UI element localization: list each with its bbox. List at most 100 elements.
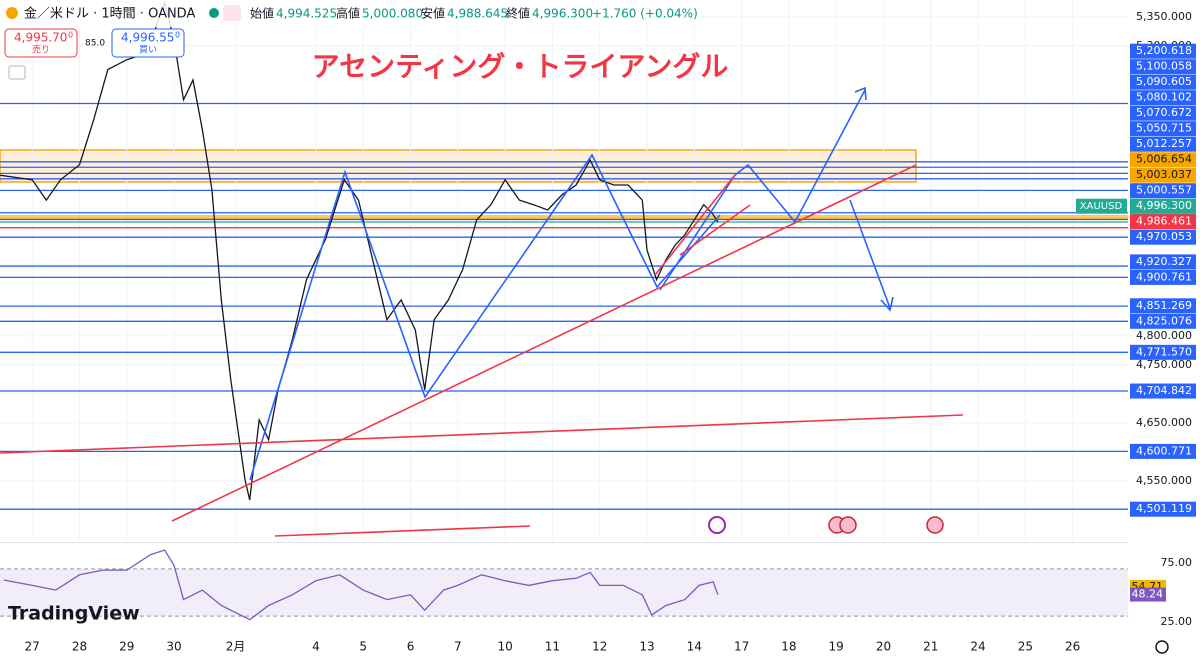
low-label: 安値 [421,6,445,21]
y-tick-label: 4,750.000 [1136,358,1192,371]
event-icon [839,516,857,534]
x-tick-label: 30 [166,640,181,654]
logo: TradingView [8,603,140,625]
open-label: 始値 [250,6,274,21]
panel-separator [0,542,1200,543]
x-tick-label: 25 [1018,640,1033,654]
pattern-drawings [0,86,964,537]
x-tick-label: 2月 [226,640,246,654]
price-label: 4,501.119 [1136,502,1192,515]
event-icon [708,516,726,534]
price-label: 4,771.570 [1136,345,1192,358]
price-label-bg [1130,501,1196,517]
x-tick-label: 29 [119,640,134,654]
settings-icon[interactable] [1155,640,1169,654]
collapse-button[interactable] [8,65,26,80]
x-tick-label: 18 [781,640,796,654]
rsi-marker-bg [1130,587,1166,602]
x-tick-label: 11 [545,640,560,654]
x-tick-label: 14 [687,640,702,654]
trendline [274,525,531,537]
high-label: 高値 [336,6,360,21]
price-label: 5,050.715 [1136,122,1192,135]
sell-sup: 0 [68,31,73,40]
price-label-bg [1130,59,1196,75]
price-label: 4,600.771 [1136,444,1192,457]
rsi-band [0,568,1128,617]
price-label: 5,080.102 [1136,91,1192,104]
price-label-bg [1130,121,1196,137]
price-label-bg [1130,214,1196,230]
trendline [171,164,917,522]
price-label: 5,003.037 [1136,168,1192,181]
close: 4,996.300 [532,7,593,21]
x-tick-label: 4 [312,640,320,654]
price-label: 4,851.269 [1136,299,1192,312]
y-tick-label: 5,350.000 [1136,10,1192,23]
series-line [3,549,719,621]
price-label: 5,006.654 [1136,153,1192,166]
y-tick-label: 4,650.000 [1136,416,1192,429]
buy-label: 買い [139,45,157,56]
sell-label: 売り [32,44,50,56]
price-label-bg [1130,136,1196,152]
y-tick-label: 4,550.000 [1136,474,1192,487]
header: 金／米ドル · 1時間 · OANDA 始値 4,994.525 高値 5,00… [0,0,700,80]
x-tick-label: 19 [829,640,844,654]
price-label-bg [1130,74,1196,90]
symbol-icon [6,7,18,19]
arrow-head [854,86,867,101]
price-label-bg [1130,254,1196,270]
change: +1.760 (+0.04%) [592,7,698,21]
price-label-bg [1130,90,1196,106]
price-label: 5,090.605 [1136,75,1192,88]
channel [679,204,751,256]
close-label: 終値 [506,6,530,21]
price-label: 4,970.053 [1136,230,1192,243]
x-tick-label: 6 [407,640,415,654]
price-label: 5,070.672 [1136,106,1192,119]
price-label: 4,996.300 [1136,199,1192,212]
x-tick-label: 5 [359,640,367,654]
buy-price: 4,996.55 [121,31,174,45]
price-label: 4,825.076 [1136,314,1192,327]
event-icon [926,516,944,534]
x-tick-label: 10 [497,640,512,654]
trendline [0,414,964,454]
price-label: 5,100.058 [1136,60,1192,73]
price-label-bg [1130,43,1196,59]
price-label-bg [1130,229,1196,245]
x-tick-label: 20 [876,640,891,654]
buy-button[interactable] [111,28,185,58]
x-tick-label: 26 [1065,640,1080,654]
zigzag [249,153,721,481]
x-tick-label: 27 [25,640,40,654]
price-label: 4,920.327 [1136,255,1192,268]
spread: 85.0 [85,39,105,49]
x-tick-label: 7 [454,640,462,654]
buy-sup: 0 [175,31,180,40]
price-label-bg [1130,383,1196,399]
price-label-bg [1130,183,1196,199]
price-label: 5,200.618 [1136,44,1192,57]
price-label: 4,986.461 [1136,215,1192,228]
symbol: 金／米ドル · 1時間 · OANDA [24,6,195,22]
chart-title: アセンティング・トライアングル [312,50,729,83]
x-tick-label: 17 [734,640,749,654]
sell-price: 4,995.70 [14,31,67,45]
arrow-head [880,296,894,312]
axes: 4,550.0004,650.0004,750.0004,800.0005,30… [25,10,1196,654]
price-label-bg [1130,443,1196,459]
price-label: 4,704.842 [1136,384,1192,397]
y-tick-label: 4,800.000 [1136,329,1192,342]
x-tick-label: 28 [72,640,87,654]
sell-button[interactable] [4,28,78,58]
projection [734,89,866,224]
symbol-tag: XAUUSD [1080,201,1123,212]
y-tick-label: 75.00 [1161,556,1193,569]
price-label: 5,000.557 [1136,184,1192,197]
y-tick-label: 25.00 [1161,615,1193,628]
rsi-marker: 48.24 [1132,588,1164,601]
event-icons [708,516,944,534]
